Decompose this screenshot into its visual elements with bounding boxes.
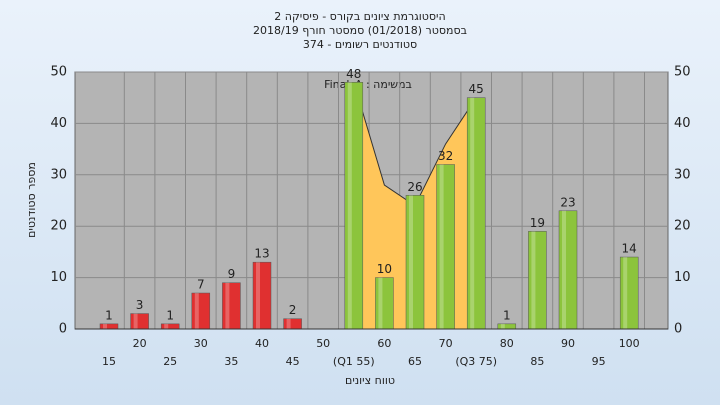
y2-tick-label: 30: [674, 167, 691, 182]
x-tick-label: 30: [194, 337, 208, 350]
bar-highlight: [562, 210, 566, 329]
bar: [405, 195, 425, 330]
y-tick-label: 0: [59, 322, 67, 337]
y2-tick-label: 50: [674, 65, 691, 80]
bar: [283, 318, 302, 330]
x-tick-label: 100: [619, 337, 640, 350]
x-tick-label: (Q1 55): [333, 355, 375, 368]
bar-highlight: [623, 257, 628, 329]
chart-title: היסטוגרמת ציונים בקורס - פיסיקה 2: [274, 10, 445, 23]
bar-highlight: [194, 293, 199, 329]
y-tick-label: 20: [50, 219, 67, 234]
data-label: 19: [530, 216, 545, 230]
data-label: 7: [197, 278, 205, 292]
bar: [222, 282, 241, 330]
x-tick-label: 20: [133, 337, 147, 350]
annotation: Final_A : במשימה: [324, 78, 412, 91]
data-label: 9: [228, 267, 236, 281]
y2-tick-label: 0: [674, 322, 682, 337]
y-axis-label: מספר סטודנטים: [25, 162, 38, 238]
x-tick-label: (Q3 75): [455, 355, 497, 368]
bar: [99, 323, 119, 330]
chart-subtitle: סטודנטים רשומים - 374: [303, 38, 417, 51]
bar-highlight: [103, 323, 107, 329]
bar: [558, 210, 578, 330]
bar: [497, 323, 517, 330]
y2-tick-label: 20: [674, 219, 691, 234]
data-label: 10: [377, 262, 392, 276]
x-axis-label: טווח ציונים: [345, 374, 395, 387]
x-tick-label: 90: [561, 337, 575, 350]
x-tick-label: 50: [316, 337, 330, 350]
y2-tick-label: 10: [674, 270, 691, 285]
bar: [160, 323, 180, 330]
data-label: 3: [136, 298, 144, 312]
bar-highlight: [164, 323, 169, 329]
bar-highlight: [378, 277, 383, 329]
data-label: 14: [622, 242, 637, 256]
data-label: 1: [166, 308, 174, 322]
bar-highlight: [347, 82, 352, 329]
data-label: 1: [105, 308, 113, 322]
x-tick-label: 65: [408, 355, 422, 368]
y-tick-label: 30: [50, 167, 67, 182]
bar: [130, 313, 149, 330]
data-label: 45: [469, 82, 484, 96]
y2-tick-label: 40: [674, 116, 691, 131]
data-label: 23: [560, 195, 575, 209]
data-label: 32: [438, 149, 453, 163]
bar: [252, 261, 272, 330]
bar: [466, 97, 486, 330]
x-tick-label: 60: [377, 337, 391, 350]
x-tick-label: 25: [163, 355, 177, 368]
x-tick-label: 35: [224, 355, 238, 368]
data-label: 48: [346, 67, 361, 81]
bar-highlight: [133, 313, 138, 329]
x-tick-label: 70: [439, 337, 453, 350]
x-tick-label: 80: [500, 337, 514, 350]
bar-highlight: [531, 231, 536, 329]
bar: [191, 292, 211, 330]
data-label: 1: [503, 308, 511, 322]
bar: [375, 277, 394, 330]
y-tick-label: 10: [50, 270, 67, 285]
x-tick-label: 15: [102, 355, 116, 368]
bar-highlight: [225, 282, 230, 329]
data-label: 2: [289, 303, 297, 317]
data-label: 13: [254, 247, 269, 261]
x-tick-label: 40: [255, 337, 269, 350]
bar-highlight: [439, 164, 444, 329]
x-tick-label: 85: [530, 355, 544, 368]
bar-highlight: [409, 195, 413, 329]
bar: [528, 231, 547, 330]
y-tick-label: 50: [50, 65, 67, 80]
bar: [619, 256, 639, 330]
bar: [436, 164, 455, 330]
bar-highlight: [470, 97, 475, 329]
y-tick-label: 40: [50, 116, 67, 131]
x-tick-label: 45: [286, 355, 300, 368]
bar-highlight: [256, 262, 260, 329]
x-tick-label: 95: [592, 355, 606, 368]
bar-highlight: [286, 318, 291, 329]
bar-highlight: [500, 323, 505, 329]
data-label: 26: [407, 180, 422, 194]
bar: [344, 82, 364, 330]
chart-subtitle: בסמסטר (01/2018) סמסטר חורף 2018/19: [253, 24, 467, 37]
